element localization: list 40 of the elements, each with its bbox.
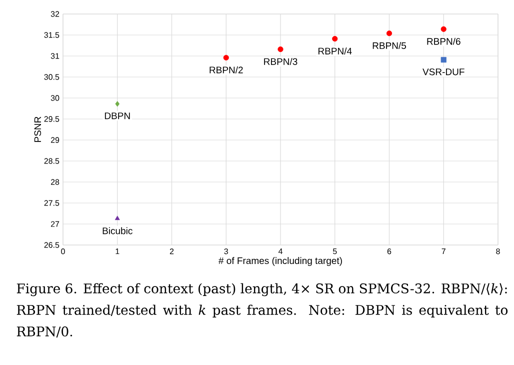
y-tick-label: 27.5 bbox=[44, 200, 60, 206]
y-axis-title: PSNR bbox=[34, 116, 42, 142]
point bbox=[386, 30, 392, 36]
y-tick-label: 31 bbox=[50, 53, 60, 59]
y-tick-label: 29 bbox=[50, 137, 60, 143]
x-tick-label: 7 bbox=[442, 248, 446, 254]
y-tick-label: 26.5 bbox=[44, 242, 60, 248]
y-tick-label: 31.5 bbox=[44, 32, 60, 38]
y-tick-label: 27 bbox=[50, 221, 60, 227]
x-tick-label: 2 bbox=[170, 248, 174, 254]
x-axis-title: # of Frames (including target) bbox=[218, 257, 342, 266]
y-tick-label: 32 bbox=[50, 11, 60, 17]
x-tick-label: 0 bbox=[61, 248, 65, 254]
y-tick-label: 28 bbox=[50, 179, 60, 185]
x-tick-label: 3 bbox=[224, 248, 228, 254]
x-tick-label: 4 bbox=[278, 248, 282, 254]
point bbox=[440, 56, 446, 63]
point bbox=[223, 54, 229, 60]
text: Figure 6. Effect of context (past) length, 4× SR on SPMCS-32. RBPN/⟨k⟩: RBPN trained/tested with k past frames. Note: DBPN is equivalent to RBPN/0. bbox=[16, 283, 508, 338]
annotation: RBPN/2 bbox=[210, 66, 243, 74]
y-tick-label: 29.5 bbox=[44, 116, 60, 122]
x-tick-label: 5 bbox=[332, 248, 337, 254]
annotation: RBPN/6 bbox=[427, 38, 460, 45]
x-tick-label: 1 bbox=[116, 248, 120, 254]
annotation: RBPN/4 bbox=[318, 47, 352, 54]
point bbox=[114, 216, 120, 220]
annotation: Bicubic bbox=[102, 227, 132, 234]
point bbox=[278, 46, 284, 52]
x-tick-label: 8 bbox=[496, 248, 500, 254]
y-tick-label: 28.5 bbox=[44, 158, 60, 164]
annotation: DBPN bbox=[104, 112, 130, 120]
point bbox=[332, 36, 338, 42]
annotation: RBPN/5 bbox=[372, 42, 406, 49]
annotation: RBPN/3 bbox=[264, 58, 298, 65]
annotation: VSR-DUF bbox=[422, 68, 464, 76]
y-tick-label: 30 bbox=[50, 95, 60, 101]
point bbox=[115, 101, 120, 107]
point bbox=[440, 26, 446, 32]
x-tick-label: 6 bbox=[387, 248, 392, 254]
y-tick-label: 30.5 bbox=[44, 74, 60, 80]
